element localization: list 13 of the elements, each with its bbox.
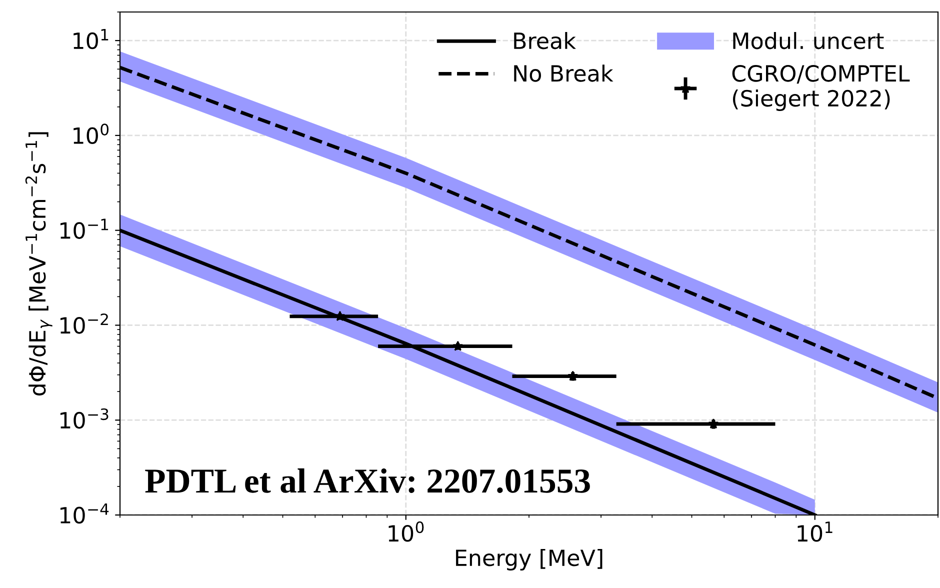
legend-label: Break [514,32,576,50]
y-tick-label: 10$^{−1}$ [60,218,108,239]
legend-label: CGRO/COMPTEL (Siegert 2022) [732,65,910,112]
y-tick-label: 10$^{−2}$ [60,313,108,334]
y-tick-label: 10$^{0}$ [74,124,109,144]
legend-label: No Break [514,64,614,82]
text: dΦ/dE$_{γ}$ [MeV$^{−1}$cm$^{−2}$s$^{−1}$] [25,132,52,396]
y-tick-label: 10$^{−3}$ [60,408,108,429]
y-tick-label: 10$^{−4}$ [60,503,109,524]
y-tick-label: 10$^{1}$ [74,29,108,50]
legend-label: Modul. uncert [733,32,884,50]
x-axis-title: Energy [MeV] [456,549,602,571]
annotation: PDTL et al ArXiv: 2207.01553 [145,468,590,494]
